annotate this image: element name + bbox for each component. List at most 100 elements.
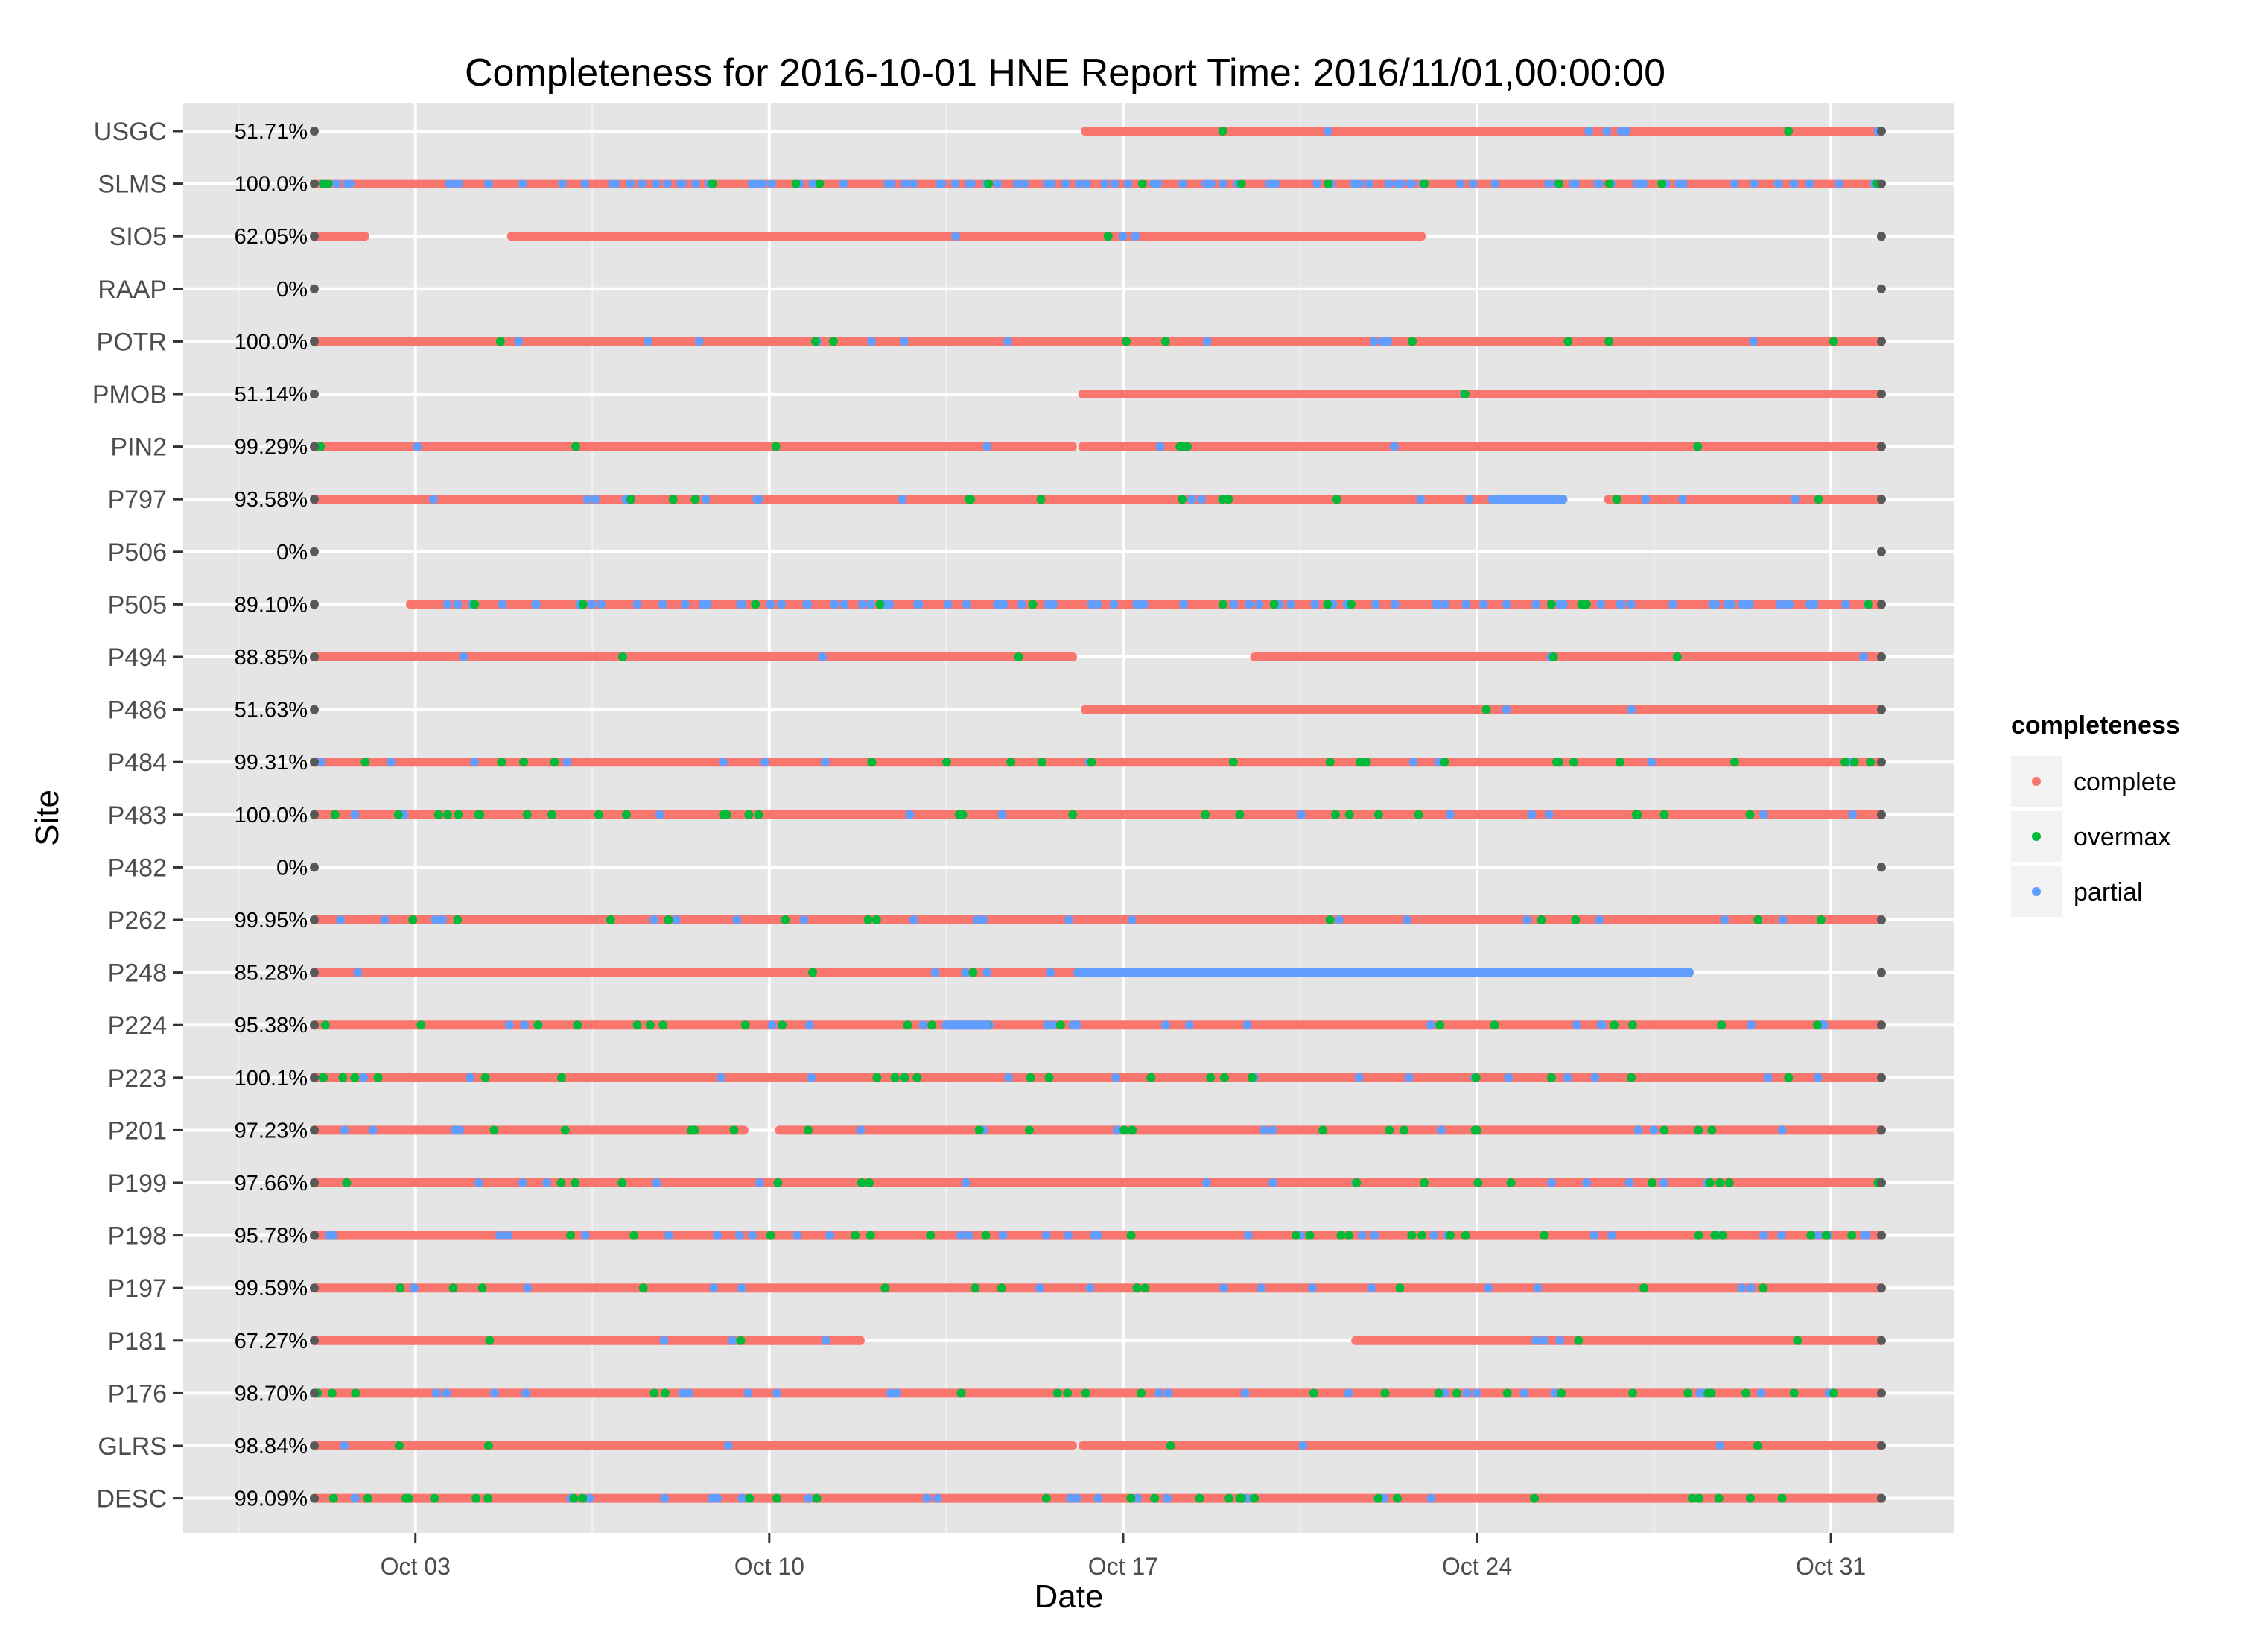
partial-point — [1593, 179, 1603, 188]
overmax-point — [1537, 915, 1546, 924]
partial-point — [1805, 179, 1814, 188]
partial-point — [1403, 915, 1412, 924]
x-tick-label: Oct 31 — [1796, 1553, 1866, 1580]
partial-point — [1163, 1493, 1172, 1503]
overmax-point — [1793, 1336, 1802, 1345]
overmax-point — [433, 810, 443, 819]
partial-point — [909, 915, 918, 924]
data-marks — [310, 127, 1886, 1503]
overmax-point — [495, 337, 505, 346]
partial-point — [728, 1336, 737, 1345]
partial-point — [1268, 1178, 1278, 1187]
partial-point — [1240, 1388, 1250, 1398]
partial-point — [1729, 179, 1739, 188]
partial-point — [1748, 337, 1758, 346]
partial-point — [608, 179, 617, 188]
partial-point — [1013, 179, 1023, 188]
partial-point — [447, 179, 457, 188]
chart-title: Completeness for 2016-10-01 HNE Report T… — [465, 51, 1665, 95]
partial-point — [754, 495, 763, 504]
partial-point — [1504, 1073, 1513, 1082]
partial-point — [1229, 600, 1239, 609]
partial-point — [1286, 600, 1295, 609]
y-tick-label: POTR — [97, 328, 167, 356]
range-start-point — [310, 284, 319, 293]
range-start-point — [310, 1020, 319, 1030]
overmax-point — [997, 1283, 1006, 1293]
site-row-p506 — [310, 547, 1886, 556]
partial-point — [660, 1493, 670, 1503]
overmax-point — [360, 758, 370, 767]
overmax-point — [1420, 179, 1429, 188]
partial-point — [1616, 600, 1626, 609]
x-tick-label: Oct 17 — [1088, 1553, 1158, 1580]
overmax-point — [483, 1441, 493, 1450]
partial-point — [999, 600, 1008, 609]
partial-point — [950, 179, 960, 188]
overmax-point — [320, 1020, 330, 1030]
partial-point — [1695, 1388, 1705, 1398]
partial-point — [520, 1020, 530, 1030]
overmax-point — [638, 1283, 648, 1293]
partial-point — [766, 600, 775, 609]
overmax-point — [1068, 810, 1078, 819]
partial-point — [1763, 1073, 1773, 1082]
partial-point — [1436, 1125, 1446, 1135]
partial-point — [380, 915, 390, 924]
partial-point — [1396, 179, 1405, 188]
overmax-point — [880, 1283, 890, 1293]
overmax-point — [1392, 1493, 1402, 1503]
overmax-point — [754, 810, 763, 819]
partial-point — [503, 1231, 512, 1240]
partial-point — [1785, 600, 1794, 609]
partial-point — [1715, 1441, 1725, 1450]
overmax-point — [966, 495, 976, 504]
partial-point — [767, 1020, 777, 1030]
overmax-point — [1028, 600, 1038, 609]
overmax-point — [1707, 1125, 1717, 1135]
partial-point — [716, 1073, 725, 1082]
partial-point — [386, 758, 396, 767]
partial-point — [867, 337, 877, 346]
overmax-point — [1688, 1493, 1697, 1503]
range-end-point — [1876, 1441, 1886, 1450]
overmax-point — [1414, 810, 1423, 819]
overmax-point — [393, 810, 403, 819]
overmax-point — [751, 600, 760, 609]
partial-point — [964, 1231, 973, 1240]
range-end-point — [1876, 127, 1886, 136]
range-end-point — [1876, 337, 1886, 346]
overmax-point — [1195, 1493, 1204, 1503]
partial-point — [709, 1283, 719, 1293]
partial-point — [1020, 179, 1029, 188]
partial-point — [350, 1493, 360, 1503]
range-end-point — [1876, 1388, 1886, 1398]
partial-point — [1858, 652, 1868, 661]
partial-point — [644, 337, 653, 346]
partial-point — [368, 1125, 378, 1135]
partial-point — [998, 1231, 1008, 1240]
legend-label-partial: partial — [2074, 878, 2143, 906]
overmax-point — [1554, 758, 1563, 767]
partial-point — [1464, 495, 1474, 504]
overmax-point — [1612, 495, 1621, 504]
overmax-point — [1753, 915, 1763, 924]
partial-point — [898, 495, 907, 504]
partial-point — [820, 758, 830, 767]
overmax-point — [658, 1020, 668, 1030]
overmax-point — [497, 758, 506, 767]
overmax-point — [1224, 1493, 1234, 1503]
completeness-percent: 89.10% — [235, 593, 308, 617]
partial-point — [723, 1441, 733, 1450]
partial-point — [1859, 1231, 1869, 1240]
partial-point — [1405, 179, 1415, 188]
partial-point — [438, 915, 448, 924]
partial-point — [680, 600, 690, 609]
partial-point — [1298, 1441, 1308, 1450]
y-tick-label: P262 — [108, 906, 167, 935]
partial-point — [1835, 179, 1844, 188]
partial-point — [483, 179, 493, 188]
partial-point — [694, 337, 704, 346]
overmax-point — [1471, 1073, 1481, 1082]
completeness-percent: 99.95% — [235, 909, 308, 933]
